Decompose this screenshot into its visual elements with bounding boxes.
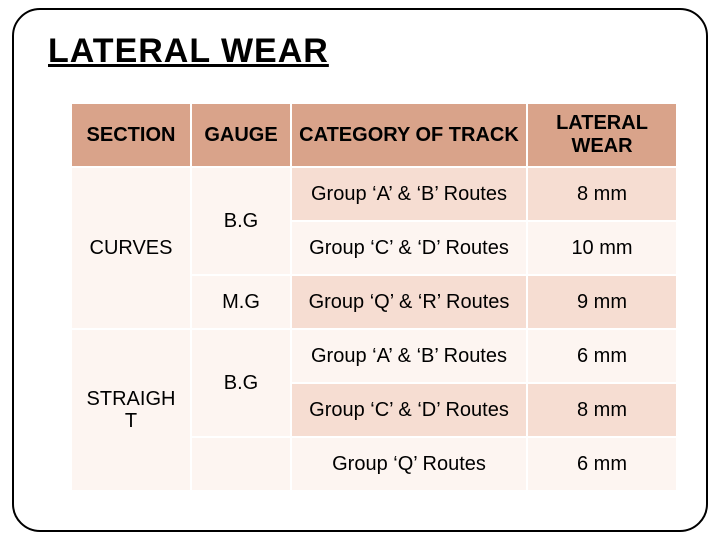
wear-cell: 10 mm [527, 221, 677, 275]
header-gauge: GAUGE [191, 103, 291, 167]
gauge-cell-bg-1: B.G [191, 167, 291, 275]
wear-cell: 6 mm [527, 329, 677, 383]
header-wear: LATERAL WEAR [527, 103, 677, 167]
table-header-row: SECTION GAUGE CATEGORY OF TRACK LATERAL … [71, 103, 677, 167]
section-straight-line1: STRAIGH [87, 388, 176, 410]
header-category: CATEGORY OF TRACK [291, 103, 527, 167]
wear-cell: 8 mm [527, 167, 677, 221]
page-title: LATERAL WEAR [48, 32, 329, 71]
gauge-cell-bg-2: B.G [191, 329, 291, 437]
section-cell-straight: STRAIGH T [71, 329, 191, 491]
cat-cell: Group ‘A’ & ‘B’ Routes [291, 329, 527, 383]
wear-cell: 8 mm [527, 383, 677, 437]
table-row: CURVES B.G Group ‘A’ & ‘B’ Routes 8 mm [71, 167, 677, 221]
section-cell-curves: CURVES [71, 167, 191, 329]
gauge-cell-empty [191, 437, 291, 491]
gauge-cell-mg: M.G [191, 275, 291, 329]
table-row: STRAIGH T B.G Group ‘A’ & ‘B’ Routes 6 m… [71, 329, 677, 383]
cat-cell: Group ‘C’ & ‘D’ Routes [291, 221, 527, 275]
wear-cell: 9 mm [527, 275, 677, 329]
cat-cell: Group ‘Q’ & ‘R’ Routes [291, 275, 527, 329]
cat-cell: Group ‘Q’ Routes [291, 437, 527, 491]
cat-cell: Group ‘C’ & ‘D’ Routes [291, 383, 527, 437]
slide-frame: LATERAL WEAR SECTION GAUGE CATEGORY OF T… [12, 8, 708, 532]
section-straight-line2: T [125, 410, 137, 432]
cat-cell: Group ‘A’ & ‘B’ Routes [291, 167, 527, 221]
header-section: SECTION [71, 103, 191, 167]
wear-cell: 6 mm [527, 437, 677, 491]
lateral-wear-table: SECTION GAUGE CATEGORY OF TRACK LATERAL … [70, 102, 678, 492]
